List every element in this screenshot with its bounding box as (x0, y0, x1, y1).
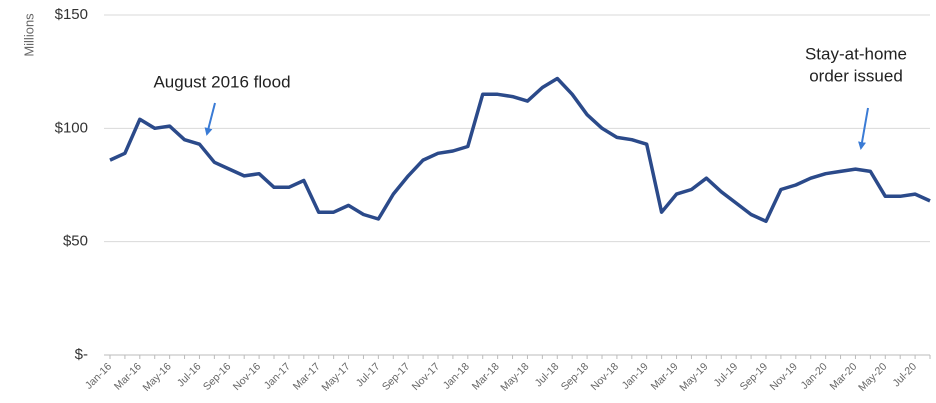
x-tick-label: Mar-17 (291, 360, 323, 392)
x-tick-label: Sep-17 (380, 360, 413, 393)
x-tick-label: May-19 (677, 360, 710, 393)
x-tick-label: May-16 (140, 360, 173, 393)
x-tick-label: Jul-16 (175, 360, 204, 389)
x-tick-label: Jul-19 (712, 360, 741, 389)
y-tick-label: $50 (63, 233, 88, 250)
x-tick-label: Jan-16 (83, 360, 114, 391)
x-tick-label: Sep-19 (738, 360, 771, 393)
y-tick-label: $- (75, 346, 88, 363)
annotation-text: August 2016 flood (153, 72, 290, 91)
x-tick-label: Jul-17 (354, 360, 383, 389)
x-tick-label: Jan-20 (799, 360, 830, 391)
y-axis-label: Millions (21, 13, 36, 57)
x-tick-label: Nov-17 (410, 360, 443, 393)
x-tick-label: May-20 (856, 360, 889, 393)
x-tick-label: Mar-16 (112, 360, 144, 392)
x-tick-label: Jan-18 (441, 360, 472, 391)
x-tick-label: Sep-16 (201, 360, 234, 393)
x-tick-label: Jan-19 (620, 360, 651, 391)
x-tick-label: May-18 (498, 360, 531, 393)
annotation-arrow (858, 107, 869, 150)
y-tick-label: $100 (55, 119, 88, 136)
x-tick-label: Jul-20 (890, 360, 919, 389)
data-line (109, 76, 931, 224)
x-tick-label: Nov-16 (231, 360, 264, 393)
y-tick-label: $150 (55, 6, 88, 23)
x-tick-label: May-17 (319, 360, 352, 393)
annotation-text: order issued (809, 66, 903, 85)
annotation-arrow (204, 102, 216, 136)
x-tick-label: Jan-17 (262, 360, 293, 391)
annotation-text: Stay-at-home (805, 44, 907, 63)
x-tick-label: Jul-18 (533, 360, 562, 389)
x-tick-label: Mar-18 (470, 360, 502, 392)
x-tick-label: Mar-20 (828, 360, 860, 392)
x-tick-label: Nov-18 (589, 360, 622, 393)
x-tick-label: Mar-19 (649, 360, 681, 392)
x-tick-label: Sep-18 (559, 360, 592, 393)
x-tick-label: Nov-19 (767, 360, 800, 393)
